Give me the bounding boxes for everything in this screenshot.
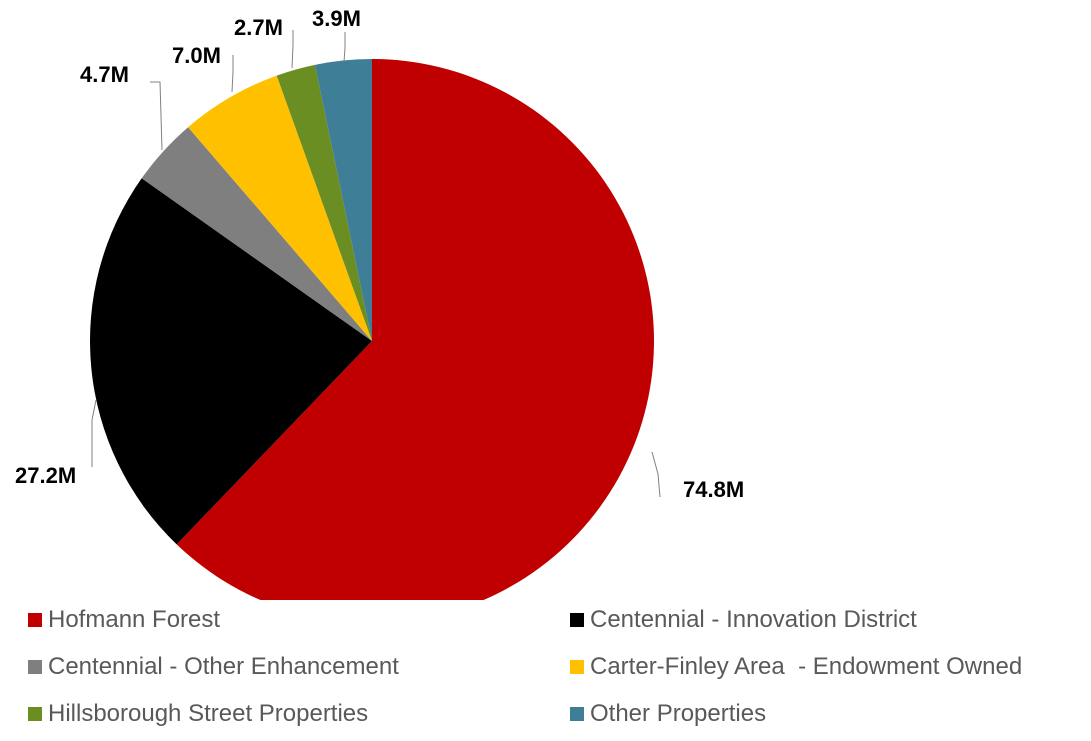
data-label: 74.8M (683, 477, 744, 502)
data-labels: 74.8M 27.2M 4.7M 7.0M 2.7M 3.9M (15, 6, 744, 502)
pie-slice (141, 127, 372, 341)
legend-item: Hofmann Forest (28, 606, 220, 634)
pie-slice (176, 59, 654, 600)
pie-slices (90, 59, 654, 600)
legend: Hofmann Forest Centennial - Innovation Di… (0, 606, 1091, 741)
data-label: 27.2M (15, 463, 76, 488)
legend-label: Carter-Finley Area - Endowment Owned (590, 653, 1023, 680)
pie-slice (90, 178, 372, 545)
leader-line (651, 451, 661, 498)
legend-swatch (570, 660, 584, 674)
legend-swatch (28, 707, 42, 721)
pie-slice (188, 75, 372, 341)
legend-item: Hillsborough Street Properties (28, 700, 368, 728)
legend-item: Centennial - Other Enhancement (28, 653, 399, 681)
leader-line (231, 55, 234, 93)
data-label: 2.7M (234, 15, 283, 40)
legend-item: Other Properties (570, 700, 766, 728)
legend-swatch (28, 613, 42, 627)
data-label: 7.0M (172, 43, 221, 68)
legend-item: Carter-Finley Area - Endowment Owned (570, 653, 1022, 681)
leader-line (291, 30, 294, 69)
leader-line (343, 32, 346, 63)
data-label: 4.7M (80, 62, 129, 87)
legend-item: Centennial - Innovation District (570, 606, 917, 634)
leader-line (150, 81, 163, 151)
pie-chart: 74.8M 27.2M 4.7M 7.0M 2.7M 3.9M (15, 6, 744, 600)
leader-line (91, 399, 97, 467)
pie-slice (276, 64, 372, 342)
legend-swatch (28, 660, 42, 674)
pie-slice (314, 59, 372, 341)
data-label: 3.9M (312, 6, 361, 31)
legend-label: Centennial - Innovation District (590, 606, 917, 633)
legend-swatch (570, 707, 584, 721)
legend-label: Centennial - Other Enhancement (48, 653, 399, 680)
legend-label: Hofmann Forest (48, 606, 221, 633)
legend-label: Hillsborough Street Properties (48, 700, 369, 727)
legend-swatch (570, 613, 584, 627)
legend-label: Other Properties (590, 700, 767, 727)
leader-lines (91, 30, 661, 498)
